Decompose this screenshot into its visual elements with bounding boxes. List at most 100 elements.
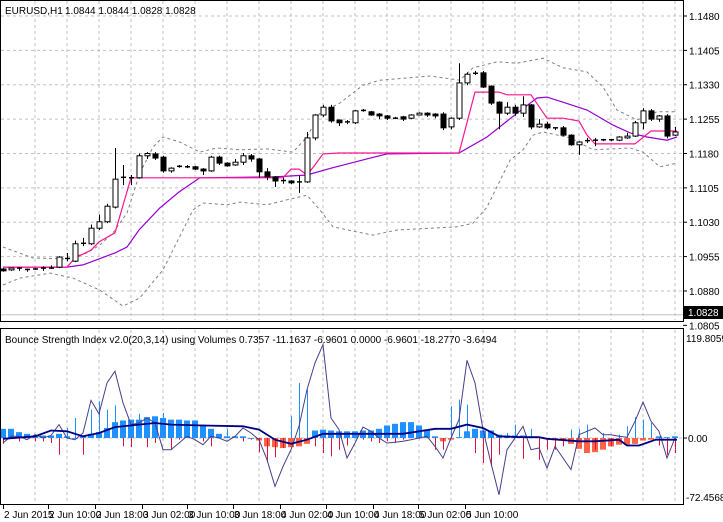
candle[interactable] [312,114,319,141]
candle[interactable] [81,237,86,247]
candle[interactable] [129,175,134,186]
candle[interactable] [464,72,471,86]
candle[interactable] [352,109,359,125]
candle[interactable] [33,268,38,270]
candle[interactable] [496,101,503,130]
candle[interactable] [216,155,223,165]
candle[interactable] [624,132,631,139]
candle[interactable] [432,113,439,119]
candle[interactable] [160,155,167,173]
candle-body-bear [336,119,343,124]
candle[interactable] [528,103,535,130]
candle[interactable] [297,175,302,193]
candle[interactable] [456,63,463,121]
candle[interactable] [232,158,239,166]
candle[interactable] [376,113,383,120]
candle[interactable] [345,120,350,125]
candle[interactable] [65,252,70,262]
candle[interactable] [336,119,343,126]
candle-body-bull [112,178,119,208]
candle[interactable] [416,112,423,116]
indicator-plot[interactable] [0,342,678,495]
time-tick-label: 4 Jun 18:00 [374,510,427,521]
candle[interactable] [272,175,279,187]
price-tick-label: 1.1330 [689,81,720,92]
candle[interactable] [593,137,598,147]
candle[interactable] [240,153,247,165]
candle[interactable] [560,125,567,137]
candle[interactable] [536,119,543,128]
candle[interactable] [601,138,606,142]
candle[interactable] [448,117,455,130]
candle[interactable] [640,108,647,130]
candle[interactable] [41,266,46,271]
histogram-bar [168,419,174,438]
candle[interactable] [656,114,663,122]
candle[interactable] [320,104,327,117]
candle[interactable] [168,167,175,173]
price-tick-label: 1.0805 [689,321,720,332]
candle[interactable] [568,134,575,146]
candle[interactable] [256,158,263,178]
candle[interactable] [72,240,79,263]
candle[interactable] [208,155,215,172]
candle[interactable] [544,121,551,130]
price-plot[interactable] [0,57,683,316]
candle[interactable] [288,180,295,185]
candle[interactable] [440,112,447,131]
candle[interactable] [400,115,407,121]
candle[interactable] [480,70,487,88]
candle[interactable] [121,164,126,186]
candle[interactable] [632,120,639,137]
candle[interactable] [520,96,527,117]
candle[interactable] [361,109,366,112]
candle[interactable] [281,177,286,184]
candle[interactable] [408,114,415,120]
candle[interactable] [96,214,103,231]
candle[interactable] [56,256,63,269]
candle-body-bear [200,168,207,172]
candle[interactable] [264,168,271,181]
candle[interactable] [553,127,558,131]
candle[interactable] [384,114,391,121]
candle[interactable] [104,203,111,224]
candle[interactable] [488,85,495,105]
candle[interactable] [473,70,478,76]
candle[interactable] [512,104,519,116]
price-tick-label: 1.0880 [689,287,720,298]
candle[interactable] [609,138,614,142]
candle[interactable] [144,152,151,159]
candle[interactable] [136,153,143,179]
candle[interactable] [0,268,7,272]
candle[interactable] [200,168,207,176]
candle[interactable] [664,114,671,139]
candle[interactable] [576,141,583,155]
candle[interactable] [304,131,311,183]
candle[interactable] [585,137,590,143]
candle[interactable] [8,267,15,271]
candle[interactable] [192,165,199,170]
candle[interactable] [648,109,655,121]
candle[interactable] [49,265,54,269]
candle[interactable] [393,116,398,120]
candle[interactable] [424,112,431,117]
candle[interactable] [248,153,255,162]
candle[interactable] [616,136,623,142]
candle[interactable] [25,268,30,272]
candle[interactable] [177,164,182,168]
candle[interactable] [672,126,679,137]
histogram-bar [16,432,22,438]
candle-body-bear [480,72,487,88]
candle[interactable] [224,162,231,167]
candle[interactable] [504,102,511,115]
candle[interactable] [152,152,159,160]
purple-indicator-line [3,96,678,268]
candle[interactable] [328,104,335,123]
candle[interactable] [17,267,22,271]
candle[interactable] [88,224,95,246]
candle[interactable] [368,110,375,116]
candle[interactable] [112,147,119,209]
candle[interactable] [185,164,190,169]
